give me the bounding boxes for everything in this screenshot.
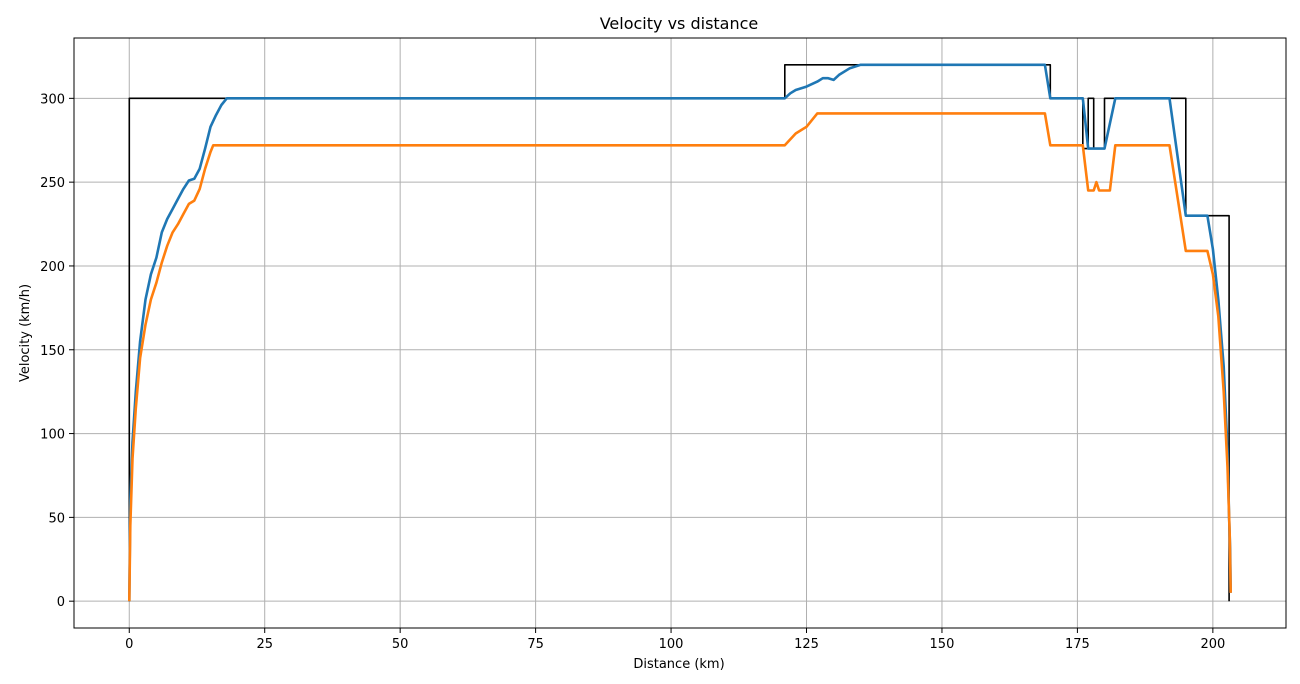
- x-tick-label: 125: [794, 637, 819, 652]
- recommended-line: [128, 112, 1232, 602]
- grid-lines: [74, 38, 1286, 628]
- y-tick-label: 250: [40, 176, 65, 191]
- y-tick-label: 100: [40, 428, 65, 443]
- y-tick-label: 200: [40, 260, 65, 275]
- y-tick-label: 50: [48, 511, 65, 526]
- x-tick-label: 25: [256, 637, 273, 652]
- plot-area-frame: [73, 37, 1287, 629]
- x-axis-label: Distance (km): [633, 657, 724, 672]
- y-axis-label: Velocity (km/h): [18, 284, 33, 382]
- max-velocity-line: [128, 63, 1232, 602]
- x-tick-label: 75: [527, 637, 544, 652]
- y-tick-label: 150: [40, 344, 65, 359]
- x-tick-label: 0: [125, 637, 133, 652]
- axis-ticks: 0 25 50 75 100 125 150 175 200 0 50 100 150 200 250 300: [40, 92, 1225, 652]
- chart-title: Velocity vs distance: [600, 14, 759, 33]
- y-tick-label: 300: [40, 92, 65, 107]
- x-tick-label: 150: [930, 637, 955, 652]
- series-lines: [128, 63, 1232, 602]
- x-tick-label: 50: [392, 637, 409, 652]
- x-tick-label: 175: [1065, 637, 1090, 652]
- y-tick-label: 0: [57, 595, 65, 610]
- x-tick-label: 200: [1200, 637, 1225, 652]
- speed-limit-line: [128, 64, 1230, 602]
- x-tick-label: 100: [659, 637, 684, 652]
